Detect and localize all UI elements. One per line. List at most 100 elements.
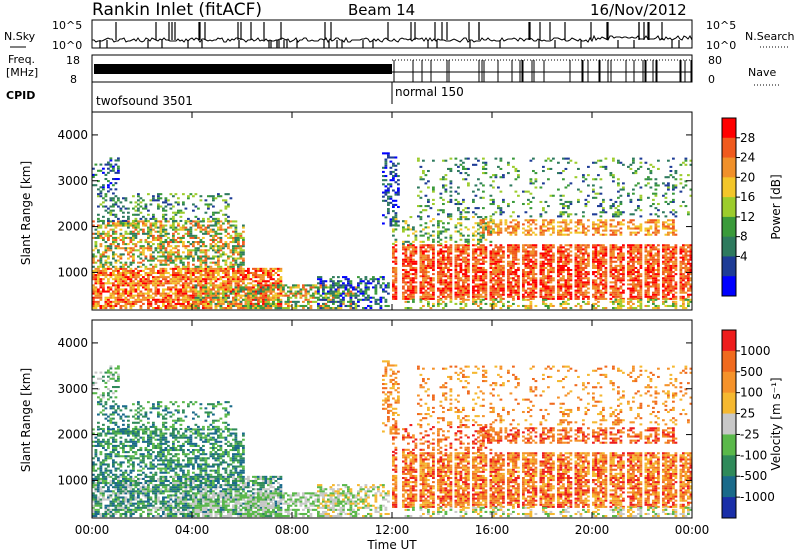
power-cell-4061 [547,260,550,263]
power-cell-4696 [634,256,638,259]
power-cell-1700 [202,245,205,248]
power-cell-2275 [219,304,223,308]
power-cell-4790 [647,258,650,261]
power-cell-2745 [354,288,358,291]
power-cell-2926 [397,191,400,194]
power-cell-661 [202,302,205,305]
power-cell-1808 [222,222,225,225]
power-cell-3555 [479,283,483,286]
power-cell-2239 [207,292,210,295]
power-cell-1636 [189,234,193,237]
power-cell-1841 [229,220,233,223]
freq-right-tick-high: 80 [708,54,722,67]
power-cell-3699 [497,260,500,263]
power-cell-1423 [149,241,153,244]
power-cell-1980 [132,195,135,198]
power-cell-55 [99,290,103,293]
power-cell-3431 [462,273,465,276]
power-cell-1402 [147,259,150,262]
power-cell-3037 [409,291,413,294]
power-cell-1332 [132,259,135,262]
power-cell-3965 [534,287,538,290]
power-cell-1653 [192,220,195,223]
power-cell-1406 [147,243,150,246]
power-cell-2871 [387,187,390,190]
power-cell-20 [94,296,98,299]
power-cell-2391 [262,296,265,299]
power-cell-830 [229,288,233,291]
power-cell-1107 [277,302,280,305]
beam-title: Beam 14 [348,1,415,19]
power-cell-3092 [414,260,418,263]
power-cell-3858 [522,287,525,290]
power-cell-2828 [384,298,388,301]
power-cell-1713 [204,255,208,258]
power-cell-2768 [364,307,368,310]
power-cell-4000 [539,252,543,255]
power-cell-3163 [424,250,428,253]
power-cell-582 [187,271,190,275]
power-cell-0 [92,307,95,310]
power-cell-2756 [359,292,363,295]
power-cell-631 [197,304,200,308]
power-cell-2039 [164,219,168,222]
power-cell-4363 [587,256,590,259]
power-cell-3650 [492,266,495,269]
power-cell-1252 [114,245,118,248]
power-cell-3137 [422,260,425,263]
power-cell-3515 [474,277,478,280]
power-cell-2976 [402,295,405,298]
power-cell-3382 [457,287,460,290]
power-cell-2362 [252,296,255,299]
power-cell-739 [214,292,218,295]
power-cell-4122 [557,273,560,276]
power-cell-1152 [94,245,98,248]
power-cell-4792 [647,252,650,255]
power-cell-267 [134,278,138,281]
power-cell-1253 [114,241,118,244]
power-cell-1628 [187,228,190,231]
power-cell-386 [157,292,160,295]
power-cell-163 [119,307,123,310]
power-cell-1754 [212,228,215,231]
power-cell-4829 [652,262,655,265]
noise-series [92,22,693,48]
power-cell-2801 [374,292,378,295]
power-cell-3596 [484,291,488,294]
power-cell-2280 [219,284,223,287]
power-cell-3807 [512,256,515,259]
power-cell-2777 [364,278,368,281]
power-cell-2945 [392,266,395,269]
power-cell-3785 [509,262,513,265]
power-cell-706 [207,269,210,272]
power-cell-1273 [119,255,123,258]
power-cell-2054 [172,217,175,220]
power-cell-3469 [467,285,470,288]
power-cell-1544 [172,251,175,254]
power-cell-2015 [152,215,155,218]
power-cell-689 [204,276,208,279]
power-cell-892 [239,284,243,287]
power-cell-4273 [577,273,580,276]
power-cell-3999 [539,254,543,257]
power-cell-1227 [109,243,113,246]
power-cell-4542 [614,293,618,296]
power-cell-508 [177,290,180,293]
power-cell-1156 [94,232,98,235]
power-cell-847 [232,274,235,277]
power-cell-591 [189,290,193,293]
power-cell-3468 [467,287,470,290]
power-cell-1543 [172,253,175,256]
power-cell-1177 [99,243,103,246]
power-cell-3130 [422,275,425,278]
power-cell-2476 [292,294,295,297]
power-cell-3170 [427,287,430,290]
power-cell-1991 [137,199,140,202]
power-cell-3222 [432,254,435,257]
power-cell-3568 [479,246,483,249]
power-cell-1251 [114,247,118,250]
power-cell-3100 [419,289,423,292]
power-cell-3304 [444,258,448,261]
power-cell-4662 [632,291,635,294]
power-cell-3006 [404,264,408,267]
